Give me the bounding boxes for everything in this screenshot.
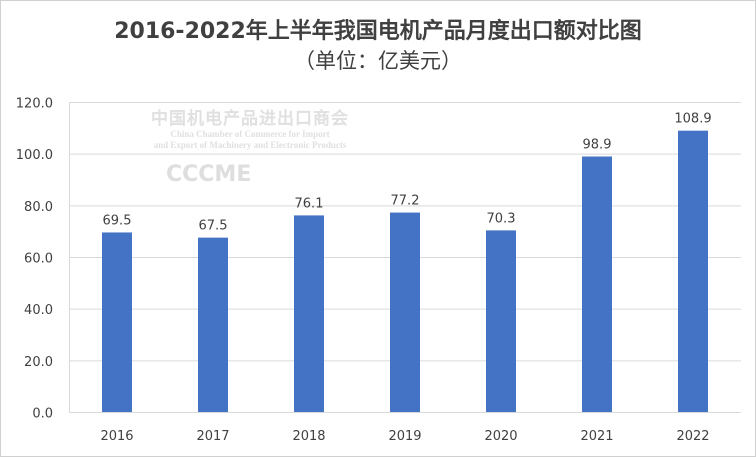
bar <box>390 212 420 412</box>
data-label: 67.5 <box>199 219 228 234</box>
bar <box>294 215 324 412</box>
bar <box>102 232 132 412</box>
chart-subtitle: （单位：亿美元） <box>294 49 462 73</box>
bar <box>678 130 708 413</box>
x-tick-label: 2020 <box>484 429 517 444</box>
data-label: 69.5 <box>103 213 132 228</box>
y-tick-label: 60.0 <box>24 252 53 267</box>
data-label: 98.9 <box>583 138 612 153</box>
y-tick-label: 120.0 <box>16 97 53 112</box>
x-tick-label: 2017 <box>196 429 229 444</box>
y-tick-label: 40.0 <box>24 303 53 318</box>
y-tick-label: 100.0 <box>16 148 53 163</box>
data-label: 76.1 <box>295 196 324 211</box>
x-tick-label: 2021 <box>580 429 613 444</box>
bar <box>486 230 516 412</box>
x-tick-label: 2019 <box>388 429 421 444</box>
data-label: 77.2 <box>391 194 420 209</box>
y-tick-label: 80.0 <box>24 200 53 215</box>
x-tick-label: 2022 <box>676 429 709 444</box>
x-tick-label: 2016 <box>100 429 133 444</box>
y-tick-label: 0.0 <box>32 407 53 422</box>
data-label: 70.3 <box>487 211 516 226</box>
y-tick-label: 20.0 <box>24 355 53 370</box>
data-label: 108.9 <box>674 112 711 127</box>
bar <box>582 156 612 412</box>
chart-title: 2016-2022年上半年我国电机产品月度出口额对比图 <box>114 19 642 44</box>
x-tick-label: 2018 <box>292 429 325 444</box>
bar <box>198 237 228 412</box>
